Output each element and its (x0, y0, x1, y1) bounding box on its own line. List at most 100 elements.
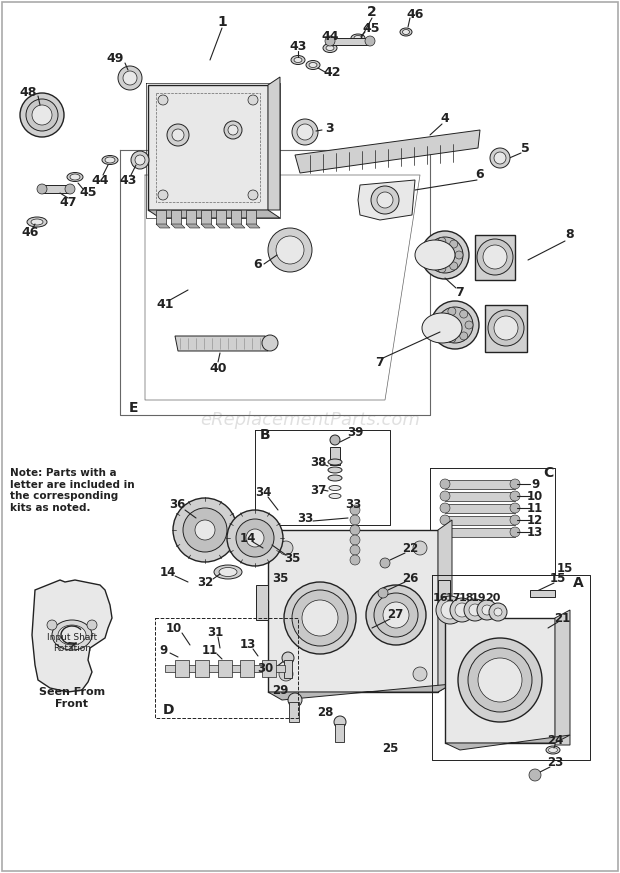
Circle shape (135, 155, 145, 165)
Bar (201, 210, 211, 224)
Bar (42, 185, 70, 193)
Text: 46: 46 (21, 226, 38, 239)
Bar (148, 85, 268, 210)
Circle shape (440, 479, 450, 489)
Circle shape (365, 36, 375, 46)
Circle shape (438, 315, 446, 323)
Bar (195, 660, 209, 677)
Bar (231, 210, 241, 224)
Circle shape (431, 301, 479, 349)
Text: A: A (573, 576, 583, 590)
Circle shape (440, 515, 450, 525)
Text: 23: 23 (547, 755, 563, 768)
Bar (330, 38, 370, 45)
Ellipse shape (323, 44, 337, 52)
Text: 17: 17 (445, 593, 461, 603)
Circle shape (440, 503, 450, 513)
Circle shape (488, 310, 524, 346)
Circle shape (483, 245, 507, 269)
Text: 7: 7 (376, 356, 384, 369)
Circle shape (330, 435, 340, 445)
Text: 44: 44 (91, 174, 108, 187)
Circle shape (510, 515, 520, 525)
Bar (445, 516, 515, 525)
Text: 22: 22 (402, 541, 418, 554)
Text: Seen From
Front: Seen From Front (39, 687, 105, 709)
Circle shape (383, 602, 409, 628)
Ellipse shape (329, 485, 341, 491)
Text: 35: 35 (272, 572, 288, 585)
Ellipse shape (105, 157, 115, 163)
Text: 25: 25 (382, 741, 398, 754)
Polygon shape (175, 336, 268, 351)
Circle shape (279, 667, 293, 681)
Polygon shape (231, 224, 245, 228)
Bar (445, 504, 515, 513)
Bar (475, 235, 515, 280)
Circle shape (455, 251, 463, 259)
Ellipse shape (329, 493, 341, 498)
Circle shape (158, 190, 168, 200)
Circle shape (477, 239, 513, 275)
Bar (445, 528, 515, 537)
Ellipse shape (400, 28, 412, 36)
Circle shape (118, 66, 142, 90)
Ellipse shape (351, 34, 365, 42)
Text: 43: 43 (119, 174, 136, 187)
Text: 45: 45 (79, 187, 97, 200)
Bar (330, 447, 340, 465)
Circle shape (172, 129, 184, 141)
Circle shape (47, 620, 57, 630)
Text: E: E (128, 401, 138, 415)
Circle shape (490, 148, 510, 168)
Polygon shape (186, 224, 200, 228)
Circle shape (421, 231, 469, 279)
Circle shape (510, 491, 520, 501)
Circle shape (32, 105, 52, 125)
Text: 34: 34 (255, 485, 271, 498)
Circle shape (478, 658, 522, 702)
Polygon shape (171, 224, 185, 228)
Bar (530, 590, 555, 597)
Circle shape (428, 245, 436, 253)
Text: 49: 49 (106, 52, 123, 65)
Circle shape (195, 520, 215, 540)
Ellipse shape (306, 60, 320, 70)
Text: 11: 11 (202, 643, 218, 656)
Circle shape (413, 541, 427, 555)
Circle shape (224, 121, 242, 139)
Text: 28: 28 (317, 705, 333, 718)
Text: 7: 7 (456, 285, 464, 299)
Circle shape (248, 190, 258, 200)
Ellipse shape (291, 56, 305, 65)
Circle shape (477, 600, 497, 620)
Bar (268, 530, 438, 692)
Ellipse shape (27, 217, 47, 227)
Ellipse shape (328, 459, 342, 465)
Circle shape (297, 124, 313, 140)
Circle shape (123, 71, 137, 85)
Polygon shape (156, 224, 170, 228)
Text: 15: 15 (557, 561, 573, 574)
Bar (175, 660, 189, 677)
Text: 37: 37 (310, 484, 326, 497)
Text: 20: 20 (485, 593, 501, 603)
Ellipse shape (294, 58, 302, 63)
Text: 33: 33 (297, 512, 313, 525)
Text: 12: 12 (527, 513, 543, 526)
Circle shape (482, 605, 492, 615)
Circle shape (279, 541, 293, 555)
Circle shape (350, 535, 360, 545)
Ellipse shape (422, 313, 462, 343)
Bar (246, 210, 256, 224)
Circle shape (37, 184, 47, 194)
Circle shape (167, 124, 189, 146)
Text: 29: 29 (272, 684, 288, 697)
Circle shape (292, 119, 318, 145)
Circle shape (380, 558, 390, 568)
Ellipse shape (58, 625, 86, 645)
Polygon shape (445, 735, 570, 750)
Bar (445, 618, 555, 743)
Text: 19: 19 (471, 593, 487, 603)
Text: 46: 46 (406, 9, 423, 22)
